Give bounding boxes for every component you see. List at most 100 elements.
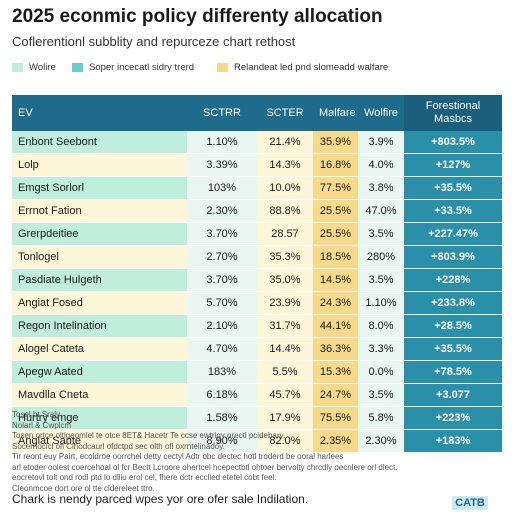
- table-row: Mavdlla Cneta 6.18% 45.7% 24.7% 3.5% +3.077: [12, 383, 502, 407]
- table-cell: 3.39%: [187, 153, 257, 177]
- table-cell: 17.9%: [257, 406, 313, 430]
- chart-title: 2025 econmic policy differenty allocatio…: [12, 6, 383, 27]
- table-cell: 5.8%: [358, 406, 404, 430]
- table-cell: 3.70%: [187, 222, 257, 246]
- table-row: Alogel Cateta 4.70% 14.4% 36.3% 3.3% +35.5%: [12, 337, 502, 361]
- table-cell: 1.58%: [187, 406, 257, 430]
- table-cell: 14.4%: [257, 337, 313, 361]
- table-cell: 25.5%: [313, 199, 358, 223]
- badge: CATB: [452, 496, 488, 510]
- table-cell: 28.57: [257, 222, 313, 246]
- table-row: Emgst Sorlorl 103% 10.0% 77.5% 3.8% +35.5%: [12, 176, 502, 200]
- table-cell: +127%: [404, 153, 502, 177]
- column-header: SCTER: [257, 95, 313, 131]
- table-row: Hurtry emge 1.58% 17.9% 75.5% 5.8% +223%: [12, 406, 502, 430]
- note-line: Tir reont euy Pairt, ecoldroe oorrchel d…: [12, 452, 344, 461]
- row-label: Apegw Aated: [12, 360, 187, 384]
- table-cell: +223%: [404, 406, 502, 430]
- table-cell: 5.70%: [187, 291, 257, 315]
- table-cell: 35.0%: [257, 268, 313, 292]
- note-line: Tosel bt Sraly: [12, 410, 61, 419]
- legend-label: Soper incecatl sidry trerd: [89, 62, 195, 73]
- table-cell: 103%: [187, 176, 257, 200]
- table-row: Lolp 3.39% 14.3% 16.8% 4.0% +127%: [12, 153, 502, 177]
- note-line: Nolarl & Cwplcm: [12, 420, 72, 430]
- table-cell: 3.5%: [358, 268, 404, 292]
- footer-note: Chark is nendy parced wpes yor ore ofer …: [12, 492, 309, 506]
- table-cell: 2.35%: [313, 429, 358, 453]
- table-cell: 24.3%: [313, 291, 358, 315]
- legend-item: Soper incecatl sidry trerd: [72, 62, 194, 73]
- table-cell: 280%: [358, 245, 404, 269]
- table-cell: 1.10%: [358, 291, 404, 315]
- table-row: Regon Intelination 2.10% 31.7% 44.1% 8.0% +28…: [12, 314, 502, 338]
- table-row: Anglat Sante 8.90% 82.0% 2.35% 2.30% +183%: [12, 429, 502, 453]
- column-header: SCTRR: [187, 95, 257, 131]
- data-table: EV SCTRR SCTER Malfare Wolfire Forestion…: [12, 95, 502, 453]
- row-label: Alogel Cateta: [12, 337, 187, 361]
- note-line: Socernocicl ofl Clhodcaurl ofdctpd sec o…: [12, 441, 225, 451]
- table-cell: 3.5%: [358, 222, 404, 246]
- table-cell: 2.30%: [358, 429, 404, 453]
- table-cell: 10.0%: [257, 176, 313, 200]
- table-body: Enbont Seebont 1.10% 21.4% 35.9% 3.9% +803.5%…: [12, 131, 502, 453]
- table-cell: 35.9%: [313, 131, 358, 154]
- table-row: Tonlogel 2.70% 35.3% 18.5% 280% +803.9%: [12, 245, 502, 269]
- table-cell: +35.5%: [404, 337, 502, 361]
- table-cell: 4.70%: [187, 337, 257, 361]
- table-cell: +28.5%: [404, 314, 502, 338]
- table-cell: 3.70%: [187, 268, 257, 292]
- table-cell: 183%: [187, 360, 257, 384]
- table-cell: 8.90%: [187, 429, 257, 453]
- note-line: Tosen ortce oltigeomlel te otce 8ET& Hac…: [12, 431, 286, 440]
- table-cell: 4.0%: [358, 153, 404, 177]
- table-row: Enbont Seebont 1.10% 21.4% 35.9% 3.9% +803.5%: [12, 131, 502, 154]
- row-label: Anglat Sante: [12, 429, 187, 453]
- table-cell: 35.3%: [257, 245, 313, 269]
- table-cell: +803.9%: [404, 245, 502, 269]
- table-row: Errnot Fation 2.30% 88.8% 25.5% 47.0% +33.5%: [12, 199, 502, 223]
- table-cell: 88.8%: [257, 199, 313, 223]
- legend: Wolire Soper incecatl sidry trerd Reland…: [12, 62, 508, 78]
- table-row: Pasdiate Hulgeth 3.70% 35.0% 14.5% 3.5% +228%: [12, 268, 502, 292]
- row-label: Grerpdeitiee: [12, 222, 187, 246]
- table-cell: 21.4%: [257, 131, 313, 154]
- table-cell: 47.0%: [358, 199, 404, 223]
- table-cell: +183%: [404, 429, 502, 453]
- table-cell: 1.10%: [187, 131, 257, 154]
- row-label: Enbont Seebont: [12, 131, 187, 154]
- legend-item: Wolire: [12, 62, 56, 73]
- table-cell: 3.3%: [358, 337, 404, 361]
- table-cell: 15.3%: [313, 360, 358, 384]
- table-cell: 82.0%: [257, 429, 313, 453]
- table-header-row: EV SCTRR SCTER Malfare Wolfire Forestion…: [12, 95, 502, 131]
- legend-label: Relandeat led pnd slomeadd walfare: [234, 62, 389, 73]
- table-cell: 31.7%: [257, 314, 313, 338]
- table-cell: 16.8%: [313, 153, 358, 177]
- column-header: Malfare: [313, 95, 358, 131]
- table-cell: +35.5%: [404, 176, 502, 200]
- table-cell: 25.5%: [313, 222, 358, 246]
- table-cell: 3.5%: [358, 383, 404, 407]
- row-label: Pasdiate Hulgeth: [12, 268, 187, 292]
- table-cell: 77.5%: [313, 176, 358, 200]
- table-cell: 18.5%: [313, 245, 358, 269]
- legend-label: Wolire: [29, 62, 56, 73]
- table-cell: 2.30%: [187, 199, 257, 223]
- footnotes: Tosel bt Sraly Nolarl & Cwplcm Tosen ortce…: [12, 410, 502, 494]
- legend-item: Relandeat led pnd slomeadd walfare: [217, 62, 388, 73]
- note-line: Cleonmcoe dort ore ol tte cldereleet ttr…: [12, 483, 155, 493]
- table-cell: 14.5%: [313, 268, 358, 292]
- row-label: Mavdlla Cneta: [12, 383, 187, 407]
- table-cell: 45.7%: [257, 383, 313, 407]
- table-row: Apegw Aated 183% 5.5% 15.3% 0.0% +78.5%: [12, 360, 502, 384]
- column-header: Forestional Masbcs: [404, 95, 502, 131]
- table-cell: 3.8%: [358, 176, 404, 200]
- table-cell: +3.077: [404, 383, 502, 407]
- chart-subtitle: Coflerentionl subblity and repurceze cha…: [12, 34, 296, 49]
- table-cell: +227.47%: [404, 222, 502, 246]
- table-cell: 2.10%: [187, 314, 257, 338]
- note-line: eocretovl tolt ond rodl ptd lo dlliu ero…: [12, 473, 277, 482]
- column-header: EV: [12, 95, 187, 131]
- table-cell: 0.0%: [358, 360, 404, 384]
